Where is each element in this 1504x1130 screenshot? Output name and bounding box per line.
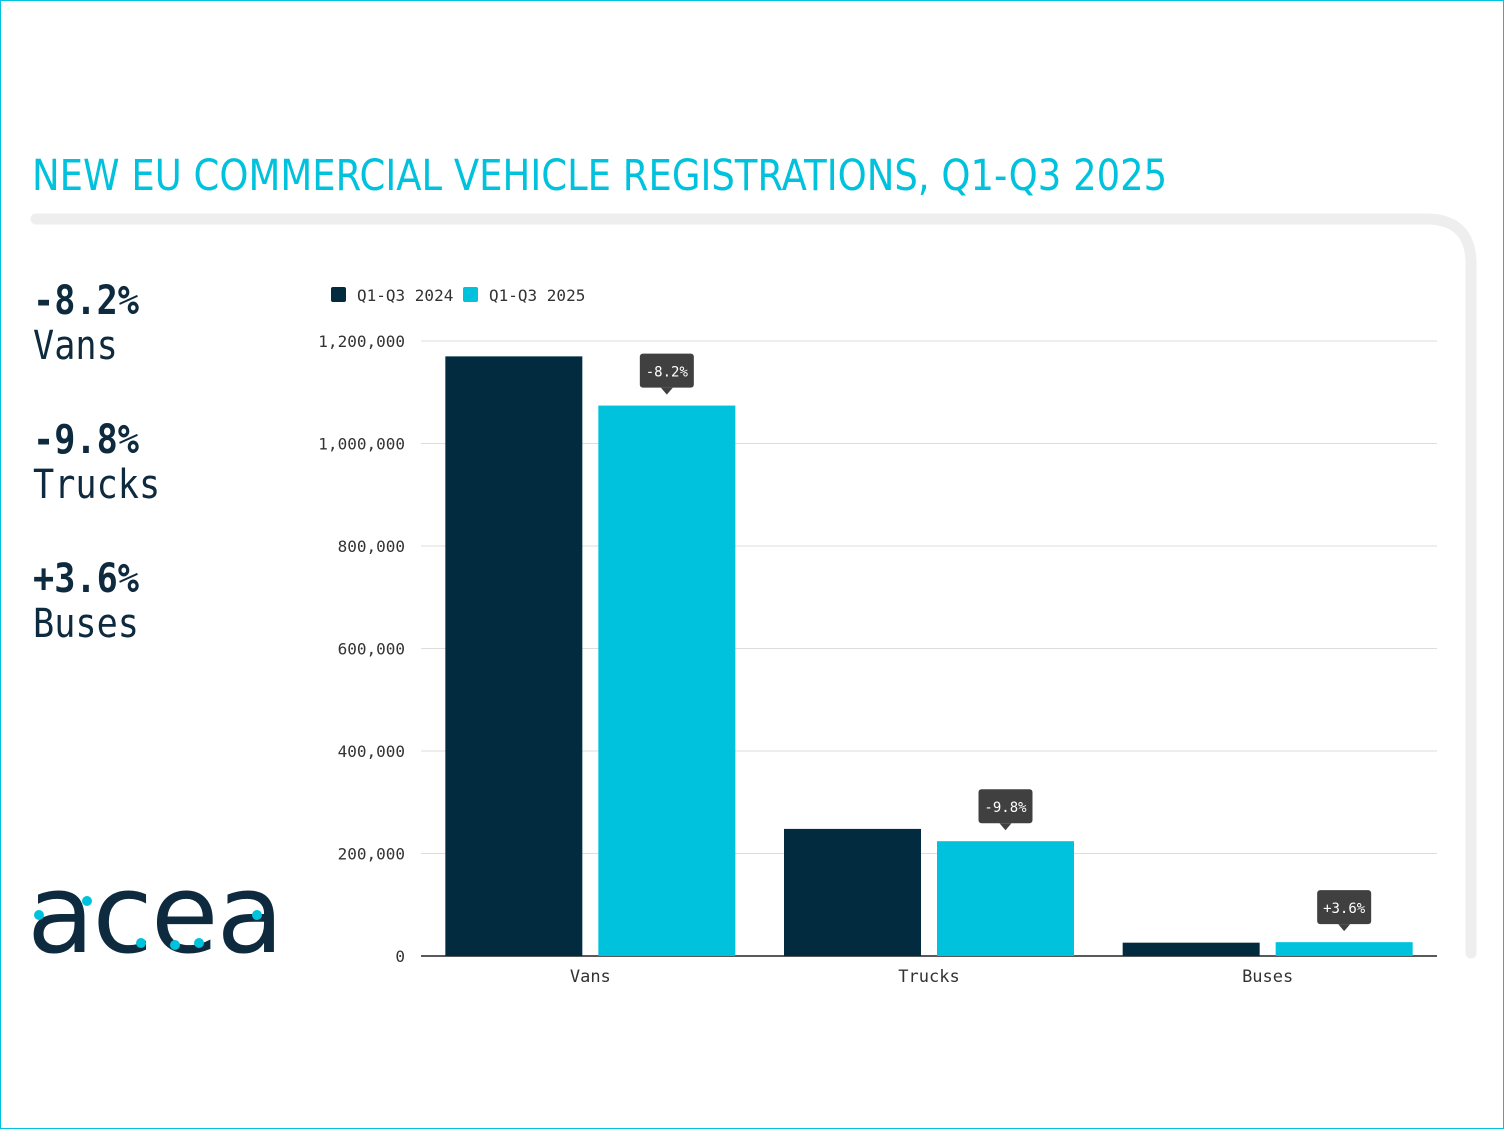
annotation-box (1317, 890, 1372, 925)
legend-label: Q1-Q3 2025 (489, 286, 585, 305)
annotation-pointer (660, 387, 673, 395)
page-title: NEW EU COMMERCIAL VEHICLE REGISTRATIONS,… (32, 151, 1168, 201)
annotation-label: -8.2% (646, 365, 689, 381)
y-tick-label: 600,000 (338, 640, 405, 659)
legend-swatch (331, 287, 346, 302)
bar-vans-2025 (598, 405, 736, 956)
annotation-pointer (999, 823, 1012, 831)
y-tick-label: 400,000 (338, 742, 405, 761)
annotation-pointer (1338, 924, 1351, 932)
stat-buses: +3.6% Buses (33, 557, 153, 647)
legend-label: Q1-Q3 2024 (357, 286, 453, 305)
annotation-label: +3.6% (1323, 901, 1366, 917)
stat-vans: -8.2% Vans (33, 279, 153, 369)
stat-trucks: -9.8% Trucks (33, 418, 178, 508)
bar-trucks-2025 (937, 841, 1074, 956)
x-tick-label: Buses (1242, 967, 1293, 987)
y-tick-label: 0 (395, 947, 405, 966)
bar-buses-2025 (1275, 942, 1413, 956)
logo-dots (34, 896, 262, 950)
y-tick-label: 1,200,000 (318, 332, 405, 351)
annotation-box (978, 789, 1033, 824)
stat-vans-label: Vans (33, 323, 118, 369)
stat-buses-label: Buses (33, 601, 139, 647)
annotation-label: -9.8% (984, 800, 1027, 816)
annotation-box (639, 353, 694, 388)
stat-trucks-label: Trucks (33, 462, 161, 508)
logo-text: acea (27, 850, 284, 978)
bar-trucks-2024 (784, 828, 921, 956)
stat-trucks-pct: -9.8% (33, 417, 139, 463)
legend-swatch (463, 287, 478, 302)
x-tick-label: Trucks (898, 967, 959, 987)
y-tick-label: 800,000 (338, 537, 405, 556)
stat-buses-pct: +3.6% (33, 556, 139, 602)
bar-buses-2024 (1122, 942, 1260, 956)
y-tick-label: 200,000 (338, 845, 405, 864)
stat-vans-pct: -8.2% (33, 278, 139, 324)
y-tick-label: 1,000,000 (318, 435, 405, 454)
bar-vans-2024 (445, 356, 583, 956)
x-tick-label: Vans (570, 967, 611, 987)
